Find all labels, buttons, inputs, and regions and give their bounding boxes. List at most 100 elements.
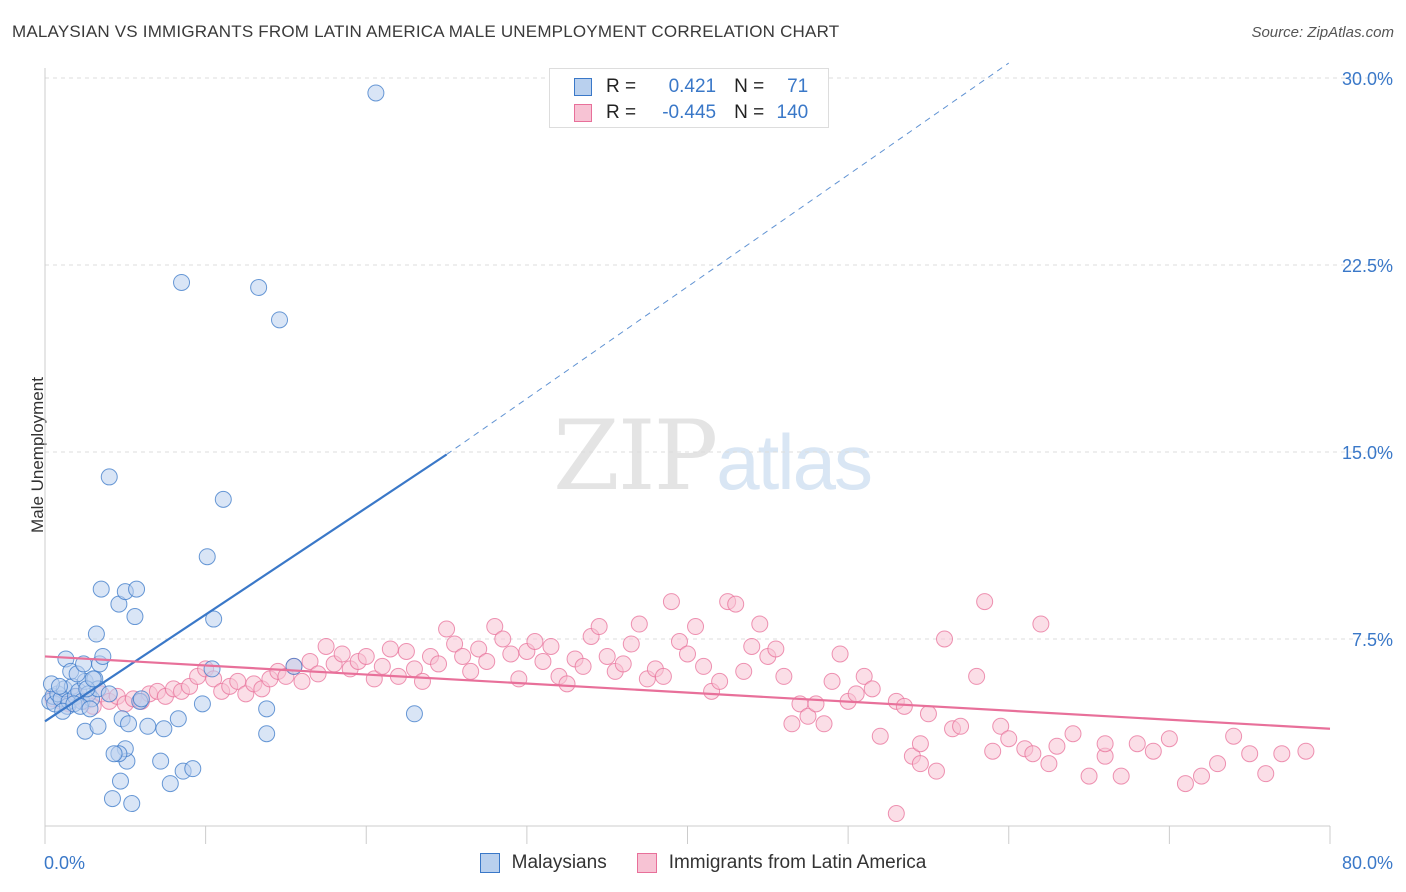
legend-r-value: -0.445 — [662, 102, 717, 123]
latin-america-point — [309, 665, 327, 683]
latin-america-point — [1297, 742, 1315, 760]
legend-r-label: R = — [606, 76, 637, 97]
latin-america-point — [992, 717, 1010, 735]
legend-swatch-blue — [574, 78, 592, 96]
x-tick-label: 80.0% — [1342, 853, 1393, 873]
latin-america-point — [454, 647, 472, 665]
series-legend: Malaysians Immigrants from Latin America — [0, 852, 1406, 874]
malaysian-point — [89, 717, 107, 735]
latin-america-point — [727, 595, 745, 613]
malaysian-trend-line — [44, 453, 448, 723]
latin-america-point — [968, 667, 986, 685]
malaysian-point — [111, 772, 129, 790]
latin-america-point — [751, 615, 769, 633]
latin-america-point — [574, 657, 592, 675]
latin-america-point — [1241, 745, 1259, 763]
series-swatch-pink — [636, 853, 657, 873]
legend-row-latin-america: R = -0.445 N = 140 — [574, 101, 808, 125]
latin-america-point — [799, 707, 817, 725]
latin-america-point — [783, 715, 801, 733]
legend-n-value: 71 — [787, 76, 809, 97]
malaysian-point — [203, 660, 221, 678]
latin-america-point — [1144, 742, 1162, 760]
malaysian-point — [184, 760, 202, 778]
latin-america-point — [767, 640, 785, 658]
latin-america-point — [430, 655, 448, 673]
watermark-atlas: atlas — [716, 418, 873, 506]
latin-america-point — [911, 735, 929, 753]
latin-america-point — [502, 645, 520, 663]
malaysian-point — [84, 670, 102, 688]
latin-america-point — [679, 645, 696, 663]
latin-america-point — [871, 727, 889, 745]
latin-america-point — [1048, 737, 1066, 755]
latin-america-point — [695, 657, 713, 675]
malaysian-point — [258, 725, 276, 743]
latin-america-point — [1064, 725, 1082, 743]
watermark: ZIPatlas — [553, 400, 873, 512]
x-tick-label: 0.0% — [44, 853, 85, 873]
malaysian-point — [139, 717, 157, 735]
malaysian-point — [128, 580, 146, 598]
correlation-legend: R = 0.421 N = 71 R = -0.445 N = 140 — [549, 68, 829, 128]
latin-america-point — [1096, 735, 1114, 753]
y-tick-label: 15.0% — [1342, 443, 1393, 463]
source-credit: Source: ZipAtlas.com — [1251, 24, 1394, 41]
latin-america-point — [1080, 767, 1098, 785]
malaysian-point — [271, 311, 289, 329]
malaysian-point — [405, 705, 423, 723]
watermark-zip: ZIP — [553, 400, 718, 512]
latin-america-point — [301, 652, 319, 670]
malaysian-point — [87, 625, 105, 643]
latin-america-point — [775, 667, 793, 685]
latin-america-point — [526, 632, 544, 650]
malaysian-point — [285, 657, 303, 675]
legend-row-malaysians: R = 0.421 N = 71 — [574, 75, 808, 99]
latin-america-point — [863, 680, 881, 698]
malaysian-point — [205, 610, 223, 628]
latin-america-point — [735, 662, 753, 680]
latin-america-point — [831, 645, 849, 663]
latin-america-point — [1160, 730, 1178, 748]
malaysian-trend-extension — [446, 62, 1010, 455]
malaysian-point — [152, 752, 170, 770]
latin-america-point — [293, 672, 311, 690]
latin-america-point — [1000, 730, 1018, 748]
latin-america-point — [911, 755, 929, 773]
latin-america-point — [1225, 727, 1243, 745]
latin-america-point — [687, 618, 705, 636]
latin-america-point — [1032, 615, 1050, 633]
latin-america-point — [1209, 755, 1227, 773]
y-tick-label: 22.5% — [1342, 256, 1393, 276]
latin-america-trend-line — [44, 655, 1331, 730]
latin-america-point — [470, 640, 488, 658]
latin-america-point — [486, 618, 504, 636]
latin-america-point — [847, 685, 865, 703]
series-legend-malaysians: Malaysians — [479, 852, 607, 874]
series-label: Malaysians — [511, 852, 607, 873]
malaysian-point — [100, 685, 118, 703]
latin-america-point — [823, 672, 841, 690]
malaysian-point — [367, 84, 385, 102]
latin-america-point — [887, 805, 905, 823]
malaysian-point — [92, 580, 110, 598]
malaysian-point — [81, 700, 99, 718]
latin-america-point — [1128, 735, 1146, 753]
latin-america-point — [976, 593, 994, 611]
latin-america-point — [711, 672, 729, 690]
latin-america-point — [1257, 765, 1275, 783]
latin-america-point — [333, 645, 351, 663]
latin-america-point — [446, 635, 464, 653]
latin-america-point — [919, 705, 937, 723]
malaysian-point — [193, 695, 211, 713]
y-tick-label: 30.0% — [1342, 69, 1393, 89]
malaysian-point — [132, 690, 150, 708]
latin-america-point — [614, 655, 632, 673]
latin-america-point — [494, 630, 512, 648]
latin-america-point — [558, 675, 576, 693]
malaysian-point — [173, 273, 191, 291]
malaysian-point — [126, 608, 144, 626]
latin-america-point — [952, 717, 970, 735]
latin-america-point — [815, 715, 833, 733]
